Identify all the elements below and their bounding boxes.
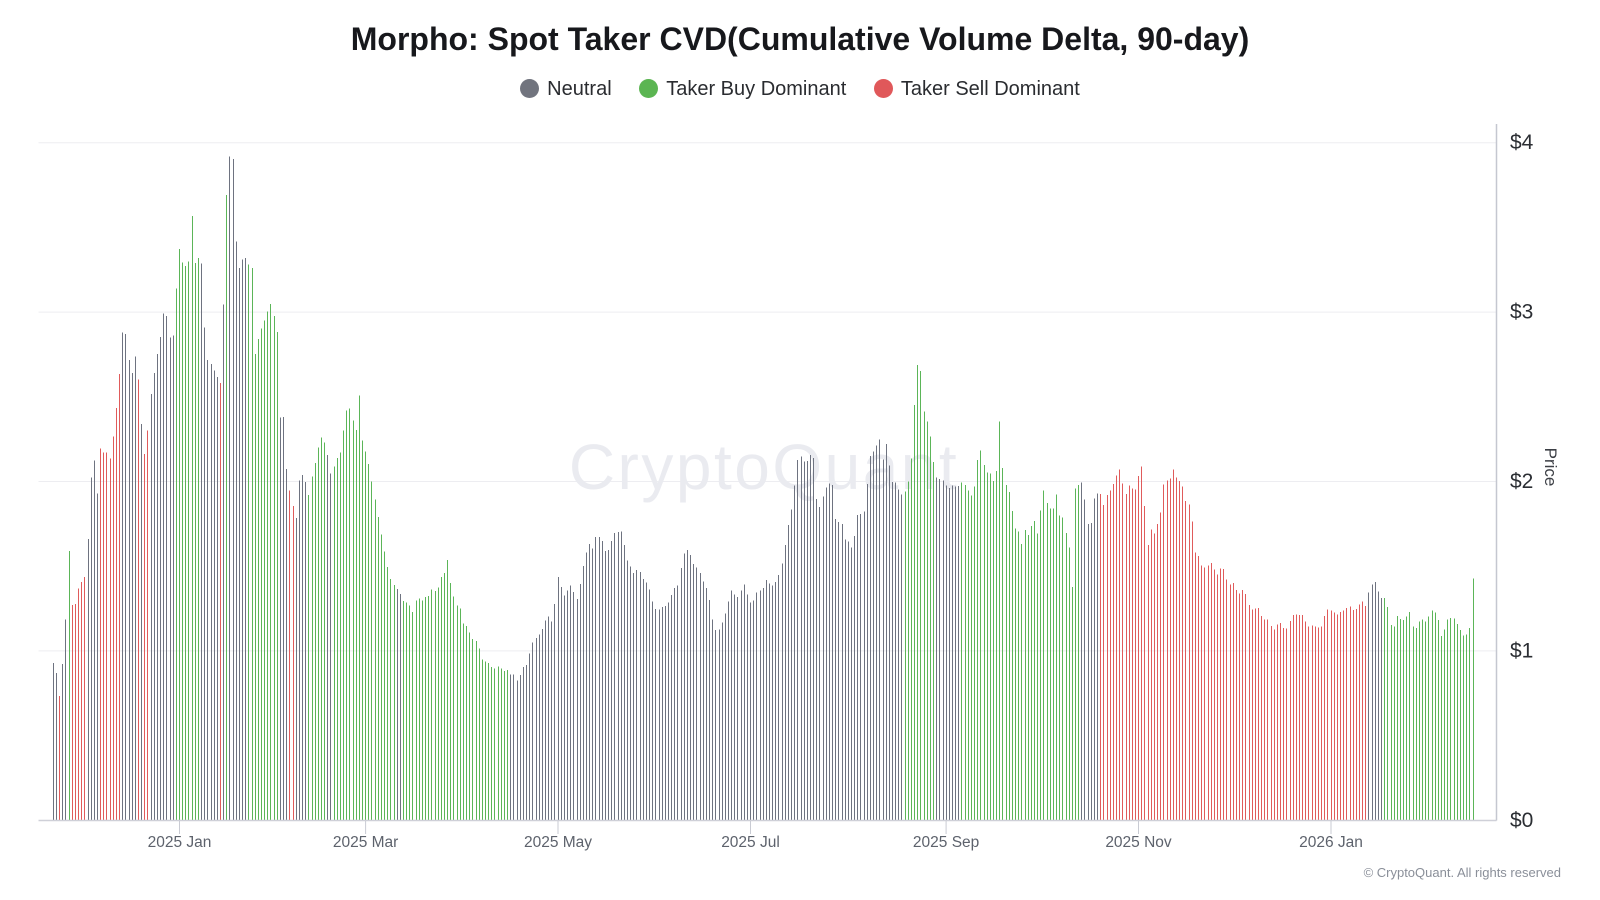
svg-text:2025 Mar: 2025 Mar: [333, 834, 398, 851]
svg-text:2025 May: 2025 May: [524, 834, 592, 851]
svg-text:2026 Jan: 2026 Jan: [1299, 834, 1363, 851]
svg-text:$2: $2: [1510, 470, 1533, 493]
svg-text:2025 Nov: 2025 Nov: [1105, 834, 1172, 851]
svg-text:$3: $3: [1510, 301, 1533, 324]
svg-text:2025 Sep: 2025 Sep: [913, 834, 979, 851]
svg-text:© CryptoQuant. All rights rese: © CryptoQuant. All rights reserved: [1364, 865, 1561, 880]
svg-text:$1: $1: [1510, 639, 1533, 662]
svg-text:$0: $0: [1510, 809, 1533, 832]
svg-text:2025 Jan: 2025 Jan: [148, 834, 212, 851]
svg-text:$4: $4: [1510, 131, 1534, 154]
svg-text:CryptoQuant: CryptoQuant: [569, 431, 959, 503]
svg-text:Price: Price: [1541, 448, 1560, 487]
svg-text:2025 Jul: 2025 Jul: [721, 834, 780, 851]
